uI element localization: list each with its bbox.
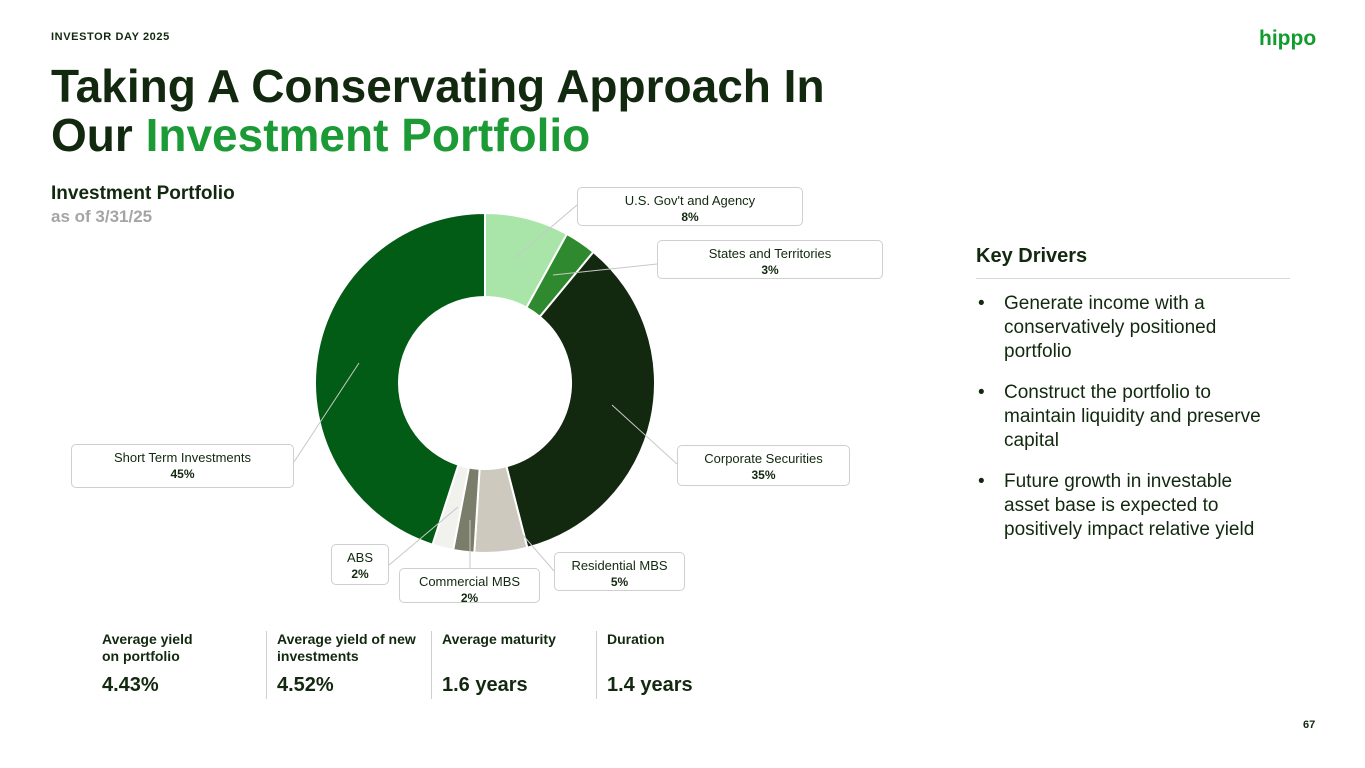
slice-name: Short Term Investments xyxy=(113,450,252,465)
slice-name: ABS xyxy=(346,550,373,565)
stat-label: Average yield of new investments xyxy=(277,631,416,664)
logo: hippo xyxy=(1259,27,1317,50)
stat-value: 4.43% xyxy=(102,674,159,696)
slice-label: ABS 2% xyxy=(331,544,389,585)
driver-item: Future growth in investable asset base i… xyxy=(976,470,1276,542)
stat: Average maturity 1.6 years xyxy=(431,631,592,699)
key-drivers-list: Generate income with a conservatively po… xyxy=(976,292,1276,559)
slice-name: States and Territories xyxy=(708,246,832,261)
stat-label: Average yield on portfolio xyxy=(102,631,193,664)
slice-value: 2% xyxy=(460,591,479,605)
stat-value: 1.6 years xyxy=(442,674,528,696)
driver-item: Construct the portfolio to maintain liqu… xyxy=(976,381,1276,453)
stat: Average yield on portfolio 4.43% xyxy=(91,631,252,699)
pie-slice xyxy=(313,211,486,546)
leader-line xyxy=(552,263,658,276)
event-label: INVESTOR DAY 2025 xyxy=(51,31,170,43)
slice-value: 2% xyxy=(351,567,369,581)
leader-line xyxy=(514,204,578,259)
leader-line xyxy=(501,510,555,572)
slice-label: Short Term Investments 45% xyxy=(71,444,294,488)
driver-item: Generate income with a conservatively po… xyxy=(976,292,1276,364)
slice-value: 5% xyxy=(610,575,629,589)
slice-label: Commercial MBS 2% xyxy=(399,568,540,605)
slice-label: Corporate Securities 35% xyxy=(677,445,850,486)
slice-name: Corporate Securities xyxy=(704,451,823,466)
title-highlight: Investment Portfolio xyxy=(145,109,591,161)
leader-line xyxy=(293,362,360,463)
stat-value: 4.52% xyxy=(277,674,334,696)
slice-value: 35% xyxy=(751,468,776,482)
slide-title: Taking A Conservating Approach In Our In… xyxy=(51,62,871,160)
pie-slice xyxy=(505,250,656,549)
slice-name: Residential MBS xyxy=(571,558,668,573)
slice-value: 45% xyxy=(170,467,195,481)
slice-name: U.S. Gov't and Agency xyxy=(624,193,756,208)
stat-label: Duration xyxy=(607,631,665,647)
leader-line xyxy=(611,404,678,465)
stat-value: 1.4 years xyxy=(607,674,693,696)
slice-value: 3% xyxy=(761,263,779,277)
slice-value: 8% xyxy=(681,210,699,224)
chart-subtitle: as of 3/31/25 xyxy=(51,207,153,226)
key-drivers-title: Key Drivers xyxy=(976,245,1290,279)
slice-label: States and Territories 3% xyxy=(657,240,883,279)
title-text: Taking A Conservating Approach In Our xyxy=(51,60,825,161)
chart-title: Investment Portfolio xyxy=(51,183,235,204)
page-number: 67 xyxy=(1303,719,1316,731)
stat: Average yield of new investments 4.52% xyxy=(266,631,437,699)
stat-label: Average maturity xyxy=(442,631,556,647)
slice-name: Commercial MBS xyxy=(418,574,521,589)
slice-label: Residential MBS 5% xyxy=(554,552,685,591)
slice-label: U.S. Gov't and Agency 8% xyxy=(577,187,803,226)
stat: Duration 1.4 years xyxy=(596,631,757,699)
leader-line xyxy=(388,506,459,566)
